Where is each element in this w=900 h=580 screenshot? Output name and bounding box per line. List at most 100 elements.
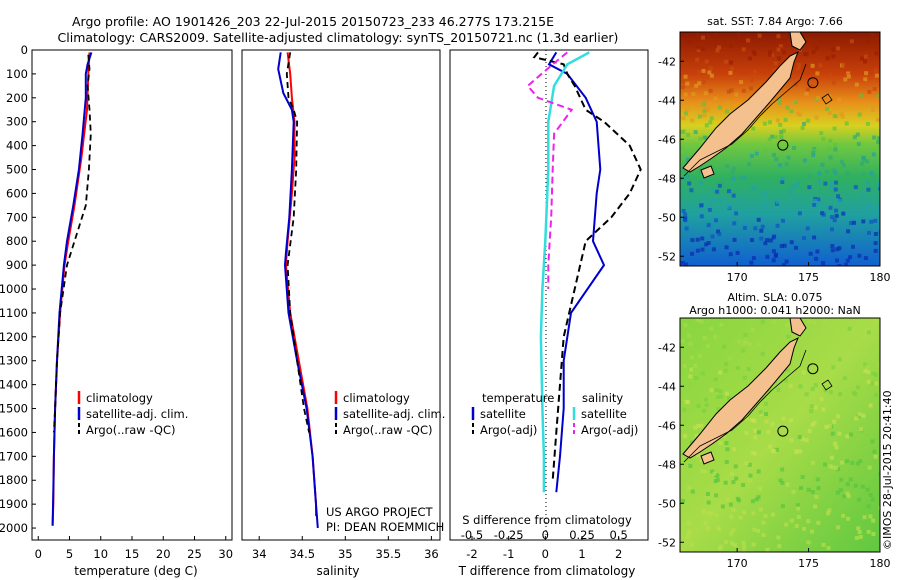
map-pixel xyxy=(829,455,834,460)
map-pixel xyxy=(819,397,824,402)
map-pixel xyxy=(861,193,866,198)
map-pixel xyxy=(866,204,871,209)
map-pixel xyxy=(685,81,690,86)
map-pixel xyxy=(779,135,784,140)
map-pixel xyxy=(834,213,839,218)
map-pixel xyxy=(763,514,768,519)
map-pixel xyxy=(753,428,757,433)
map-pixel xyxy=(845,482,850,487)
north-island-land xyxy=(789,318,807,337)
map-pixel xyxy=(683,74,688,79)
contour-ring xyxy=(821,93,833,105)
pi-credit: PI: DEAN ROEMMICH xyxy=(326,520,444,534)
map-pixel xyxy=(815,71,820,76)
map-pixel xyxy=(845,434,850,439)
x-tick-label: 0 xyxy=(35,547,42,561)
map-pixel xyxy=(763,241,768,246)
map-pixel xyxy=(680,339,685,344)
map-pixel xyxy=(729,60,734,65)
x-tick-label: 20 xyxy=(156,547,171,561)
map-pixel xyxy=(794,523,799,528)
map-pixel xyxy=(855,132,860,137)
map-pixel xyxy=(843,333,848,338)
map-pixel xyxy=(839,159,844,164)
map-pixel xyxy=(771,249,776,254)
map-pixel xyxy=(759,228,764,233)
map-pixel xyxy=(741,88,746,93)
float-position-marker xyxy=(777,425,789,437)
map-pixel xyxy=(793,82,798,87)
map-pixel xyxy=(756,217,761,222)
x-tick-label: 25 xyxy=(187,547,202,561)
map-pixel xyxy=(831,54,836,59)
map-pixel xyxy=(701,46,706,51)
map-pixel xyxy=(781,504,785,509)
map-pixel xyxy=(688,341,693,346)
map-pixel xyxy=(762,121,767,126)
map-pixel xyxy=(732,36,737,41)
map-pixel xyxy=(681,116,686,121)
map-pixel xyxy=(753,435,758,440)
map-pixel xyxy=(788,383,793,388)
map-pixel xyxy=(702,335,707,340)
map-pixel xyxy=(696,36,701,41)
legend-climatology: climatology xyxy=(343,391,410,405)
map-pixel xyxy=(761,533,766,538)
lat-tick-label: -44 xyxy=(658,380,676,393)
salinity-series xyxy=(277,52,319,529)
map-pixel xyxy=(874,51,879,56)
map-pixel xyxy=(868,403,873,408)
map-pixel xyxy=(853,185,858,190)
map-pixel xyxy=(685,157,690,162)
map-pixel xyxy=(869,171,874,176)
map-pixel xyxy=(690,118,695,123)
temperature-x-axis: 0 5 10 15 20 25 30 xyxy=(35,536,233,561)
map-pixel xyxy=(735,366,740,370)
map-pixel xyxy=(766,429,771,434)
map-pixel xyxy=(738,196,743,201)
x-tick-label: 34 xyxy=(252,547,267,561)
map-pixel xyxy=(747,162,752,167)
map-pixel xyxy=(860,161,865,166)
legend-satellite: satellite-adj. clim. xyxy=(343,407,445,421)
map-pixel xyxy=(733,543,737,548)
map-pixel xyxy=(804,438,809,443)
map-pixel xyxy=(680,261,685,265)
map-pixel xyxy=(683,111,688,116)
map-pixel xyxy=(780,176,785,181)
map-pixel xyxy=(874,372,878,377)
map-pixel xyxy=(752,69,757,74)
map-pixel xyxy=(857,112,862,117)
map-pixel xyxy=(836,327,841,332)
legend-s-argo: Argo(-adj) xyxy=(581,423,638,437)
map-pixel xyxy=(708,88,713,93)
map-pixel xyxy=(694,33,699,38)
map-pixel xyxy=(742,225,747,230)
map-pixel xyxy=(714,513,719,518)
map-pixel xyxy=(688,374,693,379)
depth-tick-label: 300 xyxy=(6,115,28,129)
map-pixel xyxy=(691,92,696,97)
map-pixel xyxy=(732,447,736,452)
map-pixel xyxy=(757,342,762,347)
map-pixel xyxy=(778,122,783,127)
map-pixel xyxy=(821,261,826,266)
map-pixel xyxy=(789,518,794,523)
legend-t-satellite: satellite xyxy=(480,407,526,421)
map-pixel xyxy=(768,52,773,57)
map-pixel xyxy=(856,142,861,147)
depth-tick-label: 700 xyxy=(6,210,28,224)
map-pixel xyxy=(756,529,761,533)
map-pixel xyxy=(750,328,755,332)
map-pixel xyxy=(695,57,700,62)
depth-tick-label: 500 xyxy=(6,163,28,177)
x-tick-label: 34.5 xyxy=(289,547,315,561)
map-pixel xyxy=(723,539,728,544)
map-pixel xyxy=(811,150,816,155)
map-pixel xyxy=(696,45,701,50)
map-pixel xyxy=(813,198,818,203)
map-pixel xyxy=(812,235,817,240)
map-pixel xyxy=(837,97,842,102)
map-pixel xyxy=(824,363,829,368)
map-pixel xyxy=(794,351,799,356)
